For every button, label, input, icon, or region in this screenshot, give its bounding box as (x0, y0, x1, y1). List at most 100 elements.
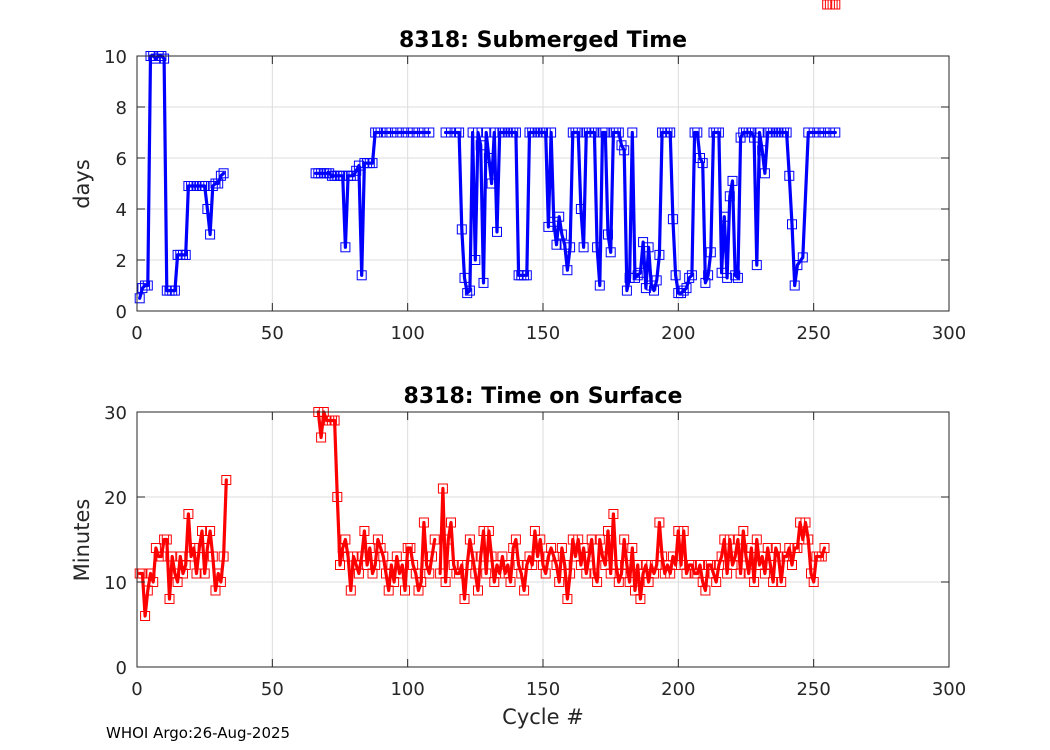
top-data-point (565, 242, 576, 253)
top-data-point (605, 247, 616, 258)
bottom-data-point (183, 509, 194, 519)
bottom-x-tick-label: 200 (661, 679, 695, 700)
bottom-data-point (462, 560, 473, 570)
bottom-data-point (603, 526, 613, 536)
bottom-data-point (554, 577, 565, 587)
bottom-data-point (608, 509, 619, 519)
bottom-data-point (724, 534, 735, 545)
bottom-data-point (592, 577, 603, 587)
top-data-point (654, 249, 665, 260)
top-y-tick-label: 2 (116, 251, 127, 272)
bottom-data-point (738, 526, 749, 536)
bottom-data-point (784, 543, 795, 553)
bottom-data-point (803, 534, 814, 545)
top-data-point (169, 285, 180, 296)
footer-timestamp: WHOI Argo:26-Aug-2025 (106, 724, 291, 742)
bottom-data-point (824, 0, 835, 10)
bottom-data-point (353, 568, 364, 579)
top-data-point (730, 270, 741, 281)
bottom-y-axis-label: Minutes (70, 499, 94, 582)
bottom-data-point (611, 560, 622, 570)
bottom-data-point (329, 415, 340, 426)
bottom-data-point (427, 551, 437, 562)
bottom-data-point (773, 551, 784, 562)
bottom-data-point (575, 560, 586, 570)
top-data-point (830, 127, 841, 138)
bottom-x-tick-label: 0 (131, 679, 142, 700)
top-data-point (632, 270, 643, 281)
bottom-data-point (502, 560, 513, 570)
bottom-data-point (776, 577, 787, 587)
top-data-point (781, 127, 792, 138)
bottom-data-point (148, 577, 159, 587)
bottom-data-point (527, 560, 538, 570)
top-data-point (722, 272, 733, 283)
top-data-point (467, 127, 478, 138)
bottom-data-point (673, 526, 684, 536)
top-data-point (559, 239, 570, 250)
top-data-point (678, 285, 689, 296)
top-data-point (749, 132, 760, 143)
bottom-data-point (746, 543, 757, 553)
bottom-data-point (494, 568, 505, 579)
bottom-data-point (800, 517, 811, 528)
top-data-point (486, 178, 497, 189)
bottom-data-point (795, 517, 806, 528)
top-data-point (340, 242, 351, 253)
bottom-data-point (719, 534, 730, 545)
bottom-data-point (497, 551, 508, 562)
bottom-data-point (340, 534, 351, 545)
top-data-point (724, 191, 735, 202)
top-data-point (716, 267, 727, 278)
top-data-point (546, 127, 557, 138)
bottom-data-point (665, 568, 676, 579)
bottom-data-point (378, 551, 389, 562)
bottom-data-point (632, 560, 643, 570)
top-y-tick-label: 0 (116, 302, 127, 323)
top-data-point (684, 272, 695, 283)
bottom-data-point (676, 560, 686, 570)
bottom-ticks: 0 50 100 150 200 250 300 0 10 20 30 (104, 403, 966, 700)
bottom-data-point (619, 534, 630, 545)
bottom-data-point (567, 534, 578, 545)
top-data-point (142, 280, 153, 291)
bottom-data-point (616, 568, 627, 579)
top-x-tick-label: 300 (932, 323, 966, 344)
bottom-data-point (532, 551, 543, 562)
top-x-tick-label: 150 (526, 323, 560, 344)
bottom-data-point (359, 526, 370, 536)
bottom-y-tick-label: 10 (104, 573, 127, 594)
top-data-point (627, 127, 638, 138)
top-data-point (735, 132, 746, 143)
bottom-data-point (559, 560, 570, 570)
bottom-data-point (335, 560, 345, 570)
bottom-data-point (440, 577, 451, 587)
top-data-point (824, 127, 835, 138)
bottom-data-point (215, 577, 226, 587)
top-data-point (759, 168, 770, 179)
top-data-point (478, 277, 489, 288)
top-x-tick-label: 250 (796, 323, 830, 344)
bottom-data-point (586, 534, 597, 545)
bottom-data-point (470, 568, 481, 579)
top-data-point (797, 252, 808, 263)
top-data-point (757, 145, 768, 156)
bottom-data-point (827, 0, 838, 10)
top-data-point (713, 127, 724, 138)
top-data-point (651, 275, 662, 286)
bottom-data-point (459, 594, 470, 604)
bottom-data-point (670, 560, 681, 570)
bottom-data-point (446, 517, 456, 528)
bottom-data-point (535, 534, 546, 545)
bottom-data-point (443, 534, 454, 545)
top-data-point (134, 293, 145, 304)
top-data-point (462, 288, 473, 299)
top-data-point (543, 221, 554, 232)
bottom-data-point (199, 568, 210, 579)
bottom-data-point (397, 560, 408, 570)
top-data-point (205, 229, 216, 240)
bottom-data-point (202, 543, 213, 553)
top-y-tick-label: 8 (116, 98, 127, 119)
top-data-point (746, 127, 757, 138)
